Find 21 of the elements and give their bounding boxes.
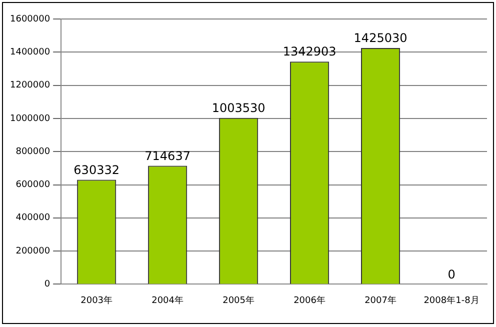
- y-tick-label: 800000: [16, 146, 50, 157]
- data-label: 1425030: [354, 31, 408, 46]
- data-label: 0: [448, 267, 456, 282]
- x-tick-label: 2004年: [152, 294, 184, 306]
- data-label: 630332: [74, 162, 120, 177]
- x-tick-label: 2003年: [80, 294, 113, 306]
- y-tick-label: 200000: [16, 246, 50, 256]
- data-label: 714637: [144, 148, 190, 163]
- y-tick-label: 1000000: [10, 114, 50, 124]
- y-tick-label: 1600000: [10, 14, 50, 24]
- x-tick-label: 2005年: [222, 294, 254, 306]
- y-tick-label: 1400000: [10, 47, 50, 58]
- data-label: 1342903: [282, 44, 336, 59]
- data-label: 1003530: [212, 100, 266, 115]
- x-tick-label: 2006年: [294, 294, 326, 306]
- y-tick-label: 0: [44, 280, 50, 290]
- y-tick-label: 400000: [16, 213, 50, 224]
- y-tick-label: 600000: [16, 180, 50, 190]
- y-tick-label: 1200000: [10, 80, 50, 91]
- x-tick-label: 2007年: [364, 294, 396, 306]
- x-tick-label: 2008年1-8月: [424, 294, 480, 306]
